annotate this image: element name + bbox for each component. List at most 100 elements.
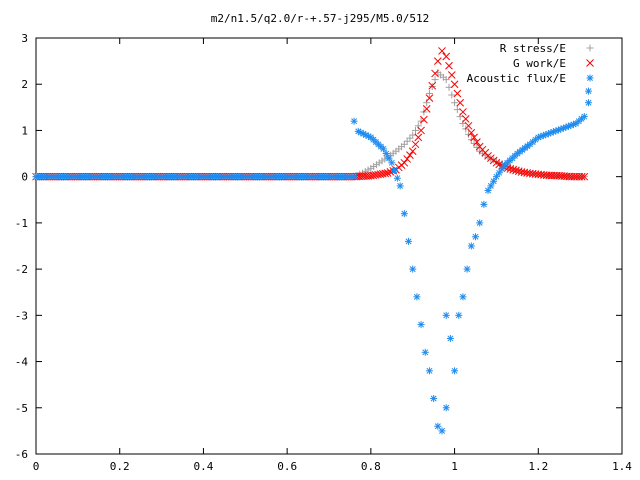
series-g-work-e — [32, 47, 589, 181]
x-tick-label: 0 — [33, 460, 40, 473]
data-point — [442, 311, 450, 319]
x-tick-label: 0.2 — [110, 460, 130, 473]
data-point — [442, 76, 450, 84]
data-point-interp — [393, 174, 401, 182]
data-point — [580, 113, 588, 121]
y-tick-label: -1 — [15, 217, 28, 230]
data-point — [467, 242, 475, 250]
data-point — [450, 80, 459, 89]
data-point — [396, 182, 404, 190]
x-tick-label: 0.8 — [361, 460, 381, 473]
y-tick-label: -6 — [15, 448, 28, 461]
data-point-interp — [445, 61, 453, 70]
data-point — [434, 422, 442, 430]
y-tick-label: 2 — [21, 78, 28, 91]
data-point — [350, 117, 358, 125]
data-point-interp — [453, 89, 462, 98]
x-tick-label: 1.4 — [612, 460, 632, 473]
data-point — [350, 173, 358, 181]
data-point — [408, 147, 417, 156]
data-point-interp — [428, 81, 437, 90]
data-point-interp — [428, 83, 436, 91]
data-point — [451, 367, 459, 375]
chart-title: m2/n1.5/q2.0/r-+.57-j295/M5.0/512 — [211, 12, 430, 25]
data-point-interp — [461, 115, 470, 123]
data-point — [467, 128, 476, 137]
data-point — [580, 172, 589, 181]
data-point — [459, 293, 467, 301]
data-point-interp — [506, 165, 515, 173]
y-tick-label: 0 — [21, 171, 28, 184]
data-point — [463, 265, 471, 273]
x-tick-label: 0.6 — [277, 460, 297, 473]
data-point — [492, 173, 500, 181]
data-point-interp — [414, 133, 423, 142]
data-point-interp — [381, 169, 390, 178]
x-tick-label: 0.4 — [193, 460, 213, 473]
data-point-interp — [412, 126, 420, 134]
data-point — [585, 87, 593, 95]
series-layer — [32, 47, 593, 435]
data-point-interp — [431, 69, 439, 78]
data-point-interp — [403, 155, 411, 163]
data-point-interp — [431, 76, 439, 84]
y-tick-label: -5 — [15, 402, 28, 415]
legend: R stress/E G work/E Acoustic flux/E — [467, 42, 594, 85]
data-point — [409, 131, 417, 139]
y-tick-label: -2 — [15, 263, 28, 276]
data-point — [417, 126, 425, 135]
data-point — [400, 158, 409, 167]
data-point — [383, 169, 392, 177]
data-point-interp — [473, 138, 481, 146]
data-point-interp — [498, 165, 506, 173]
data-point-interp — [453, 106, 461, 114]
data-point — [451, 99, 459, 107]
axes: 0 0.2 0.4 0.6 0.8 1 1.2 1.4 3 2 1 0 -1 -2 -3 -4 -5 -6 — [15, 32, 633, 473]
data-point — [425, 94, 434, 102]
data-point-interp — [420, 115, 428, 124]
y-tick-label: -4 — [15, 356, 29, 369]
x-tick-label: 1.2 — [528, 460, 548, 473]
data-point-interp — [448, 91, 456, 99]
data-point — [476, 219, 484, 227]
data-point-interp — [456, 98, 465, 107]
data-point — [438, 47, 446, 55]
data-point — [405, 237, 413, 245]
data-point — [438, 427, 446, 435]
series-acoustic-flux-e — [32, 87, 593, 435]
data-point — [442, 52, 451, 61]
data-point — [400, 210, 408, 218]
data-point — [509, 165, 518, 174]
data-point-interp — [391, 167, 399, 175]
data-point-interp — [464, 121, 473, 130]
data-point — [417, 321, 425, 329]
data-point — [480, 200, 488, 208]
data-point — [425, 89, 433, 97]
legend-marker — [586, 59, 594, 67]
y-tick-label: 1 — [21, 124, 28, 137]
legend-marker — [586, 74, 594, 82]
data-point-interp — [577, 172, 586, 181]
data-point-interp — [470, 133, 478, 142]
data-point — [446, 334, 454, 342]
data-point — [585, 99, 593, 107]
data-point — [421, 348, 429, 356]
x-tick-label: 1 — [451, 460, 458, 473]
data-point — [417, 117, 425, 125]
plot-frame — [35, 37, 623, 455]
legend-label: G work/E — [513, 57, 566, 70]
data-point-interp — [386, 168, 395, 176]
data-point — [413, 293, 421, 301]
data-point-interp — [411, 140, 420, 149]
legend-label: R stress/E — [500, 42, 566, 55]
data-point — [430, 395, 438, 403]
data-point-interp — [422, 105, 431, 113]
data-point — [388, 159, 396, 167]
data-point-interp — [447, 71, 456, 79]
data-point-interp — [495, 169, 503, 177]
data-point — [472, 233, 479, 241]
y-tick-label: -3 — [15, 309, 28, 322]
data-point-interp — [406, 151, 414, 159]
data-point — [455, 311, 463, 319]
